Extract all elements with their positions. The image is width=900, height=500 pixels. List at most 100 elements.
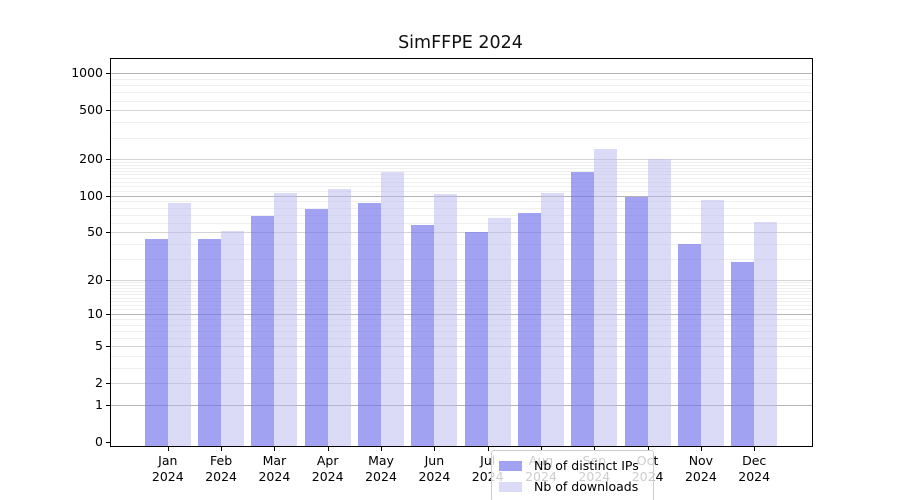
y-tick-mark-5 — [106, 346, 110, 348]
bar-downloads-mar — [274, 193, 298, 446]
x-tick-mark-mar — [274, 447, 276, 451]
chart-title: SimFFPE 2024 — [398, 33, 523, 53]
gridline-17 — [111, 287, 812, 289]
bar-downloads-jan — [167, 203, 191, 446]
bar-ips-mar — [251, 216, 275, 446]
gridline-500 — [111, 110, 812, 112]
x-tick-mark-sep — [594, 447, 596, 451]
gridline-2 — [111, 383, 812, 385]
y-tick-label-2: 2 — [95, 375, 103, 391]
gridline-800 — [111, 85, 812, 87]
y-tick-label-1: 1 — [95, 397, 103, 412]
x-tick-label-jan: Jan 2024 — [151, 453, 184, 484]
x-tick-label-feb: Feb 2024 — [205, 453, 237, 484]
gridline-7 — [111, 331, 812, 332]
gridline-12 — [111, 305, 812, 307]
bar-downloads-sep — [594, 148, 618, 446]
legend-item-downloads: Nb of downloads — [499, 476, 646, 497]
gridline-700 — [111, 92, 812, 94]
y-tick-mark-0 — [106, 442, 110, 443]
bar-downloads-jun — [434, 193, 458, 446]
bar-ips-jul — [464, 232, 488, 446]
bar-ips-jan — [144, 238, 168, 446]
gridline-16 — [111, 290, 812, 292]
gridline-200 — [111, 159, 812, 160]
plot-area: Nb of distinct IPs Nb of downloads — [110, 58, 813, 500]
bar-downloads-may — [381, 172, 404, 446]
bar-ips-may — [358, 203, 381, 446]
gridline-600 — [111, 100, 812, 102]
gridline-190 — [111, 161, 812, 163]
x-tick-mark-jun — [434, 447, 436, 451]
legend-label-distinct-ips: Nb of distinct IPs — [534, 458, 639, 473]
y-tick-label-50: 50 — [87, 224, 103, 240]
legend-item-distinct-ips: Nb of distinct IPs — [499, 455, 646, 476]
gridline-60 — [111, 222, 812, 224]
gridline-14 — [111, 297, 812, 299]
x-tick-mark-apr — [327, 447, 329, 451]
y-tick-mark-50 — [106, 232, 110, 234]
gridline-160 — [111, 170, 812, 172]
gridline-50 — [111, 232, 812, 234]
y-tick-label-20: 20 — [87, 271, 103, 287]
legend-swatch-downloads — [499, 481, 522, 492]
gridline-400 — [111, 122, 812, 124]
bar-downloads-apr — [327, 188, 351, 446]
gridline-150 — [111, 174, 812, 176]
bar-downloads-aug — [541, 193, 564, 446]
gridline-70 — [111, 214, 812, 216]
gridline-19 — [111, 282, 812, 284]
y-tick-label-10: 10 — [87, 306, 103, 321]
bar-ips-oct — [624, 196, 648, 446]
x-tick-mark-aug — [541, 447, 542, 451]
legend: Nb of distinct IPs Nb of downloads — [491, 450, 654, 500]
x-tick-label-apr: Apr 2024 — [311, 453, 344, 484]
y-tick-mark-10 — [106, 314, 110, 315]
x-tick-mark-jul — [487, 447, 489, 451]
bar-downloads-oct — [647, 159, 671, 446]
y-tick-mark-500 — [106, 110, 110, 112]
y-tick-label-100: 100 — [79, 187, 103, 203]
gridline-6 — [111, 338, 812, 340]
x-tick-mark-may — [381, 447, 382, 451]
y-tick-label-1000: 1000 — [71, 65, 103, 81]
gridline-30 — [111, 258, 812, 260]
bar-ips-apr — [304, 208, 328, 446]
gridline-110 — [111, 190, 812, 192]
gridline-90 — [111, 201, 812, 203]
x-tick-mark-nov — [700, 447, 702, 451]
gridline-13 — [111, 301, 812, 303]
bar-ips-aug — [518, 213, 541, 446]
gridline-170 — [111, 167, 812, 169]
y-tick-mark-20 — [106, 279, 110, 281]
x-tick-label-jun: Jun 2024 — [418, 453, 451, 484]
y-tick-label-5: 5 — [95, 338, 103, 354]
gridline-100 — [111, 195, 812, 197]
gridline-140 — [111, 177, 812, 179]
gridline-15 — [111, 294, 812, 295]
bar-downloads-feb — [221, 231, 245, 446]
legend-swatch-distinct-ips — [499, 460, 522, 471]
gridline-1 — [111, 405, 812, 406]
bar-ips-jun — [411, 225, 435, 446]
gridline-11 — [111, 309, 812, 311]
gridline-80 — [111, 207, 812, 209]
bar-downloads-dec — [754, 221, 778, 446]
gridline-40 — [111, 243, 812, 245]
gridline-4 — [111, 356, 812, 358]
gridline-18 — [111, 284, 812, 286]
gridline-120 — [111, 186, 812, 188]
gridline-5 — [111, 346, 812, 348]
gridline-9 — [111, 319, 812, 321]
x-tick-label-nov: Nov 2024 — [684, 453, 717, 484]
gridline-20 — [111, 279, 812, 281]
bar-downloads-jul — [487, 218, 511, 446]
bar-ips-dec — [731, 262, 755, 446]
gridline-180 — [111, 164, 812, 166]
gridline-8 — [111, 324, 812, 326]
x-tick-label-may: May 2024 — [365, 453, 397, 484]
x-tick-label-mar: Mar 2024 — [258, 453, 291, 484]
y-tick-mark-200 — [106, 159, 110, 160]
y-tick-mark-1 — [106, 405, 110, 406]
